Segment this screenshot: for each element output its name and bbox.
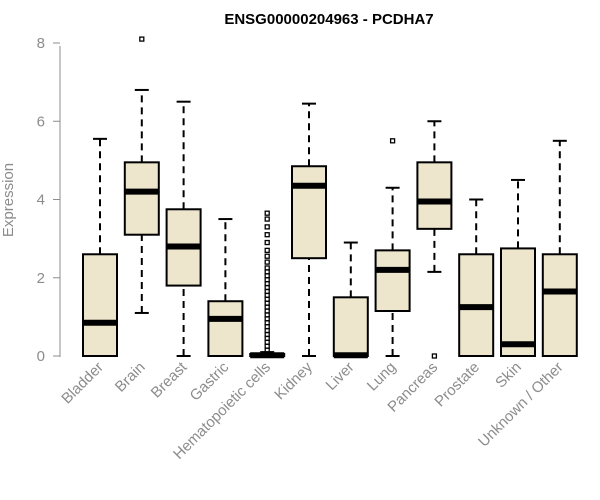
iqr-box — [332, 296, 369, 357]
outlier-point — [264, 216, 270, 222]
outlier-point — [264, 247, 270, 254]
box-gastric — [207, 218, 244, 358]
outlier-point — [264, 210, 270, 216]
x-category-label: Liver — [323, 359, 358, 394]
y-tick-label: 4 — [37, 192, 45, 209]
outlier-point — [264, 224, 270, 230]
outlier-point — [264, 253, 270, 259]
outlier-point — [264, 232, 270, 238]
box-unknown-other — [541, 139, 578, 357]
y-tick-label: 0 — [37, 348, 45, 365]
x-category-label: Prostate — [431, 359, 483, 411]
x-category-label: Skin — [492, 359, 525, 392]
chart-title: ENSG00000204963 - PCDHA7 — [224, 11, 433, 28]
box-lung — [374, 138, 411, 357]
box-prostate — [458, 198, 495, 357]
outlier-point — [431, 353, 438, 359]
box-pancreas — [416, 120, 453, 359]
box-skin — [500, 178, 536, 357]
box-breast — [165, 100, 202, 357]
iqr-box — [207, 300, 244, 358]
y-tick-label: 6 — [37, 113, 45, 130]
box-liver — [332, 241, 369, 359]
x-category-label: Lung — [364, 359, 400, 395]
boxes-group — [82, 36, 578, 359]
x-category-label: Bladder — [58, 359, 107, 408]
x-category-label: Kidney — [271, 358, 316, 403]
outlier-point — [139, 36, 145, 42]
outlier-point — [264, 239, 270, 246]
box-kidney — [291, 102, 327, 357]
iqr-box — [82, 253, 118, 357]
box-brain — [123, 36, 160, 314]
iqr-box — [291, 165, 327, 260]
box-hematopoietic-cells — [249, 210, 286, 359]
iqr-box — [500, 247, 536, 357]
box-bladder — [82, 137, 118, 357]
y-tick-label: 2 — [37, 270, 45, 287]
x-category-label: Brain — [112, 359, 149, 396]
iqr-box — [541, 253, 578, 357]
y-tick-label: 8 — [37, 35, 45, 52]
outlier-point — [264, 259, 270, 265]
y-axis-label: Expression — [0, 163, 17, 237]
iqr-box — [123, 161, 160, 236]
y-axis-ticks: 0 2 4 6 8 — [37, 35, 60, 365]
x-category-label: Breast — [148, 358, 191, 401]
outlier-point — [264, 265, 270, 271]
outlier-point — [389, 138, 396, 144]
iqr-box — [416, 161, 453, 230]
iqr-box — [374, 249, 411, 313]
